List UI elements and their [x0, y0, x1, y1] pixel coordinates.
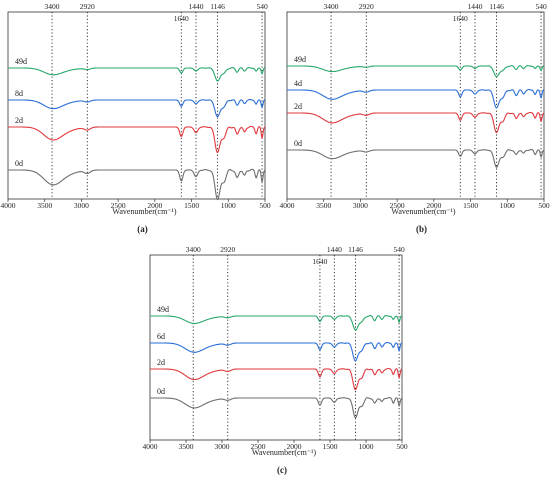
series-line-2d: [287, 111, 545, 133]
reference-label-3400: 3400: [186, 245, 201, 254]
reference-label-3400: 3400: [324, 2, 339, 11]
x-tick-label: 2500: [390, 201, 405, 210]
x-tick-label: 500: [538, 201, 550, 210]
x-tick-label: 1500: [323, 442, 338, 451]
x-tick-label: 1500: [463, 201, 478, 210]
chart-panel-2: 4000 3500 3000 2500 2000 1500 1000 500 3400 2920 1…: [280, 2, 550, 234]
reference-label-540: 540: [535, 2, 547, 11]
reference-label-1640: 1640: [174, 14, 189, 23]
panel-label: (c): [277, 465, 287, 475]
x-axis-title: Wavenumber(cm⁻¹): [252, 448, 317, 457]
series-label-2d: 2d: [294, 102, 302, 111]
series-label-2d: 2d: [15, 116, 23, 125]
reference-label-2920: 2920: [220, 245, 235, 254]
reference-label-1640: 1640: [453, 14, 468, 23]
x-tick-label: 2000: [287, 442, 302, 451]
plot-frame: [286, 11, 545, 200]
chart-panel-3: 4000 3500 3000 2500 2000 1500 1000 500 3400 2920 1…: [143, 245, 408, 475]
x-tick-label: 4000: [143, 442, 158, 451]
series-label-6d: 6d: [157, 332, 165, 341]
x-tick-label: 3500: [316, 201, 331, 210]
x-axis-title: Wavenumber(cm⁻¹): [112, 207, 177, 216]
x-tick-label: 3000: [74, 201, 89, 210]
series-line-0d: [287, 149, 545, 168]
series-label-49d: 49d: [294, 55, 306, 64]
reference-label-1440: 1440: [467, 2, 482, 11]
panel-label: (b): [416, 224, 427, 234]
series-line-4d: [287, 88, 545, 109]
series-line-49d: [150, 315, 403, 331]
x-tick-label: 1000: [221, 201, 236, 210]
plot-frame: [7, 11, 266, 200]
series-line-2d: [150, 367, 403, 391]
series-line-0d: [8, 168, 266, 201]
chart-panel-1: 4000 3500 3000 2500 2000 1500 1000 500 3400 2920 1…: [1, 2, 271, 234]
x-tick-label: 3500: [37, 201, 52, 210]
x-tick-label: 3500: [179, 442, 194, 451]
reference-label-2920: 2920: [359, 2, 374, 11]
series-label-2d: 2d: [157, 358, 165, 367]
x-tick-label: 2000: [426, 201, 441, 210]
series-line-2d: [8, 125, 266, 154]
reference-label-1146: 1146: [348, 245, 363, 254]
x-axis-title: Wavenumber(cm⁻¹): [391, 207, 456, 216]
series-label-4d: 4d: [294, 79, 302, 88]
reference-label-3400: 3400: [45, 2, 60, 11]
series-label-0d: 0d: [15, 159, 23, 168]
reference-label-1146: 1146: [489, 2, 504, 11]
reference-label-1146: 1146: [210, 2, 225, 11]
x-tick-label: 1000: [359, 442, 374, 451]
reference-label-2920: 2920: [80, 2, 95, 11]
x-tick-label: 2500: [251, 442, 266, 451]
x-tick-label: 1500: [184, 201, 199, 210]
x-tick-label: 2500: [111, 201, 126, 210]
series-label-49d: 49d: [157, 305, 169, 314]
series-line-6d: [150, 341, 403, 362]
reference-label-1440: 1440: [188, 2, 203, 11]
series-line-0d: [150, 396, 403, 419]
panel-label: (a): [137, 224, 148, 234]
series-label-8d: 8d: [15, 89, 23, 98]
x-tick-label: 500: [396, 442, 408, 451]
plot-frame: [149, 254, 403, 441]
x-tick-label: 4000: [1, 201, 16, 210]
x-tick-label: 1000: [500, 201, 515, 210]
reference-label-540: 540: [393, 245, 405, 254]
series-label-0d: 0d: [294, 139, 302, 148]
series-label-49d: 49d: [15, 57, 27, 66]
reference-label-540: 540: [256, 2, 268, 11]
series-line-8d: [8, 98, 266, 118]
x-tick-label: 500: [259, 201, 271, 210]
series-label-0d: 0d: [157, 387, 165, 396]
reference-label-1440: 1440: [327, 245, 342, 254]
x-tick-label: 4000: [280, 201, 295, 210]
series-line-49d: [287, 65, 544, 78]
x-tick-label: 3000: [353, 201, 368, 210]
reference-label-1640: 1640: [312, 257, 327, 266]
x-tick-label: 3000: [215, 442, 230, 451]
x-tick-label: 2000: [147, 201, 162, 210]
series-line-49d: [8, 67, 265, 82]
